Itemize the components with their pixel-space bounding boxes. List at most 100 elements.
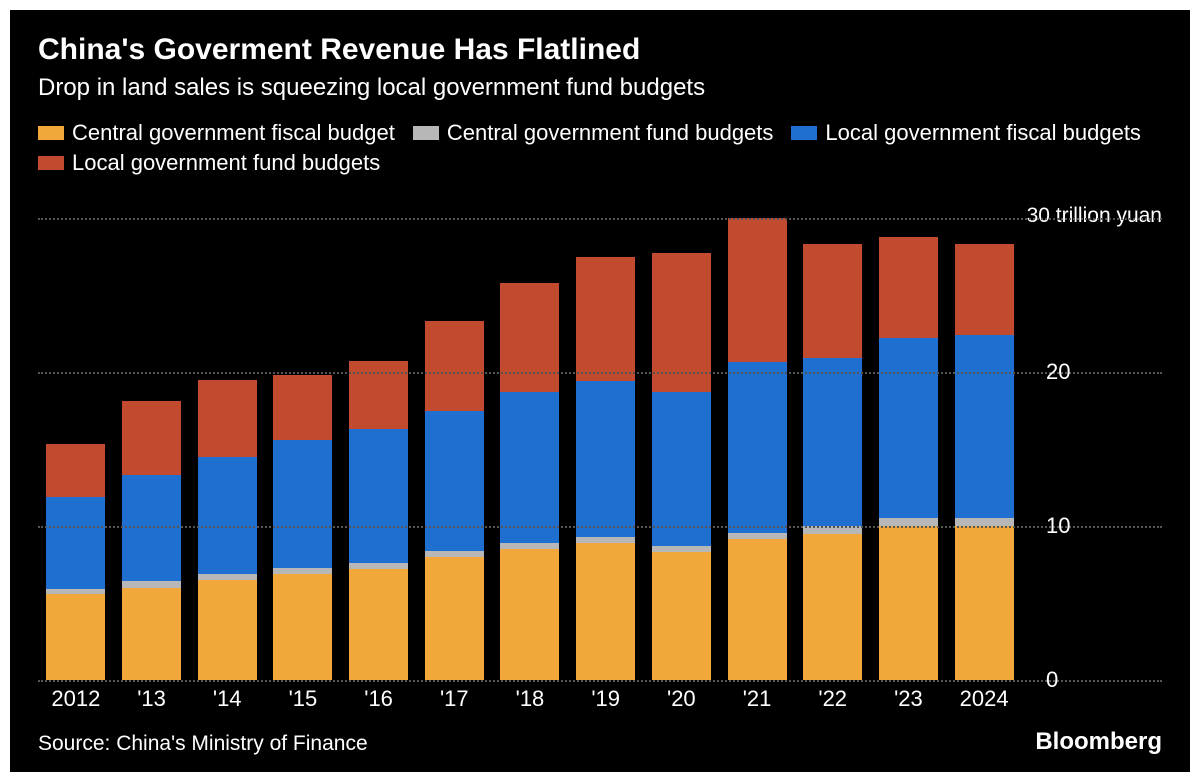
x-tick-label: '23: [871, 686, 947, 712]
stacked-bar: [273, 218, 332, 680]
legend: Central government fiscal budget Central …: [10, 110, 1190, 182]
bar-segment: [879, 338, 938, 518]
stacked-bar: [46, 218, 105, 680]
bar-slot: '22: [795, 218, 871, 680]
bar-segment: [46, 497, 105, 589]
bar-segment: [652, 552, 711, 680]
bar-segment: [500, 549, 559, 680]
bar-segment: [46, 444, 105, 496]
stacked-bar: [803, 218, 862, 680]
stacked-bar: [652, 218, 711, 680]
legend-item: Central government fund budgets: [413, 120, 774, 146]
chart-card: China's Goverment Revenue Has Flatlined …: [0, 0, 1200, 782]
x-tick-label: '13: [114, 686, 190, 712]
bar-segment: [273, 440, 332, 568]
bar-segment: [955, 244, 1014, 335]
gridline: [38, 680, 1162, 682]
bar-segment: [728, 218, 787, 362]
bar-segment: [425, 411, 484, 551]
stacked-bar: [500, 218, 559, 680]
bar-segment: [273, 574, 332, 680]
chart-title: China's Goverment Revenue Has Flatlined: [38, 32, 1162, 68]
gridline: [38, 218, 1162, 220]
plot-area: 30 trillion yuan 2012'13'14'15'16'17'18'…: [38, 190, 1162, 720]
x-tick-label: 2024: [946, 686, 1022, 712]
stacked-bar: [198, 218, 257, 680]
chart-inner: China's Goverment Revenue Has Flatlined …: [10, 10, 1190, 772]
gridline: [38, 526, 1162, 528]
bar-segment: [122, 588, 181, 680]
bar-slot: '15: [265, 218, 341, 680]
legend-label: Central government fund budgets: [447, 120, 774, 146]
bar-segment: [955, 335, 1014, 518]
bar-segment: [198, 380, 257, 457]
y-tick-label: 20: [1032, 359, 1162, 385]
bar-slot: '14: [189, 218, 265, 680]
plot: 2012'13'14'15'16'17'18'19'20'21'22'23202…: [38, 218, 1022, 680]
bar-slot: '20: [644, 218, 720, 680]
x-tick-label: '16: [341, 686, 417, 712]
stacked-bar: [425, 218, 484, 680]
bar-slot: 2012: [38, 218, 114, 680]
bar-slot: '21: [719, 218, 795, 680]
bar-segment: [879, 237, 938, 339]
bar-slot: 2024: [946, 218, 1022, 680]
bar-slot: '18: [492, 218, 568, 680]
bar-segment: [198, 457, 257, 574]
bar-slot: '13: [114, 218, 190, 680]
bar-segment: [500, 392, 559, 543]
bar-segment: [122, 475, 181, 581]
bar-segment: [349, 569, 408, 680]
source-text: Source: China's Ministry of Finance: [38, 732, 368, 756]
legend-label: Local government fund budgets: [72, 150, 380, 176]
x-tick-label: 2012: [38, 686, 114, 712]
stacked-bar: [576, 218, 635, 680]
bar-segment: [879, 518, 938, 526]
bar-segment: [500, 283, 559, 392]
bar-segment: [955, 518, 1014, 526]
bars-container: 2012'13'14'15'16'17'18'19'20'21'22'23202…: [38, 218, 1022, 680]
bar-segment: [803, 358, 862, 526]
bar-segment: [955, 526, 1014, 680]
header: China's Goverment Revenue Has Flatlined …: [10, 10, 1190, 110]
bar-segment: [425, 321, 484, 410]
x-tick-label: '22: [795, 686, 871, 712]
footer: Source: China's Ministry of Finance Bloo…: [10, 720, 1190, 772]
bar-segment: [576, 381, 635, 537]
x-tick-label: '19: [568, 686, 644, 712]
y-tick-label: 0: [1032, 667, 1162, 693]
legend-label: Local government fiscal budgets: [825, 120, 1141, 146]
stacked-bar: [955, 218, 1014, 680]
x-tick-label: '15: [265, 686, 341, 712]
stacked-bar: [728, 218, 787, 680]
x-tick-label: '17: [416, 686, 492, 712]
legend-swatch: [38, 156, 64, 170]
bar-segment: [46, 594, 105, 680]
legend-swatch: [791, 126, 817, 140]
legend-swatch: [38, 126, 64, 140]
bar-segment: [652, 392, 711, 546]
legend-label: Central government fiscal budget: [72, 120, 395, 146]
bar-segment: [803, 534, 862, 680]
stacked-bar: [122, 218, 181, 680]
brand-text: Bloomberg: [1035, 728, 1162, 756]
bar-segment: [576, 543, 635, 680]
bar-segment: [198, 580, 257, 680]
bar-segment: [728, 539, 787, 680]
stacked-bar: [879, 218, 938, 680]
bar-segment: [803, 244, 862, 358]
bar-segment: [273, 375, 332, 440]
bar-slot: '16: [341, 218, 417, 680]
x-tick-label: '18: [492, 686, 568, 712]
bar-segment: [879, 526, 938, 680]
x-tick-label: '14: [189, 686, 265, 712]
bar-segment: [349, 429, 408, 563]
bar-segment: [122, 401, 181, 475]
bar-slot: '23: [871, 218, 947, 680]
legend-item: Local government fund budgets: [38, 150, 380, 176]
bar-segment: [576, 257, 635, 382]
x-tick-label: '20: [644, 686, 720, 712]
stacked-bar: [349, 218, 408, 680]
legend-swatch: [413, 126, 439, 140]
bar-segment: [425, 557, 484, 680]
